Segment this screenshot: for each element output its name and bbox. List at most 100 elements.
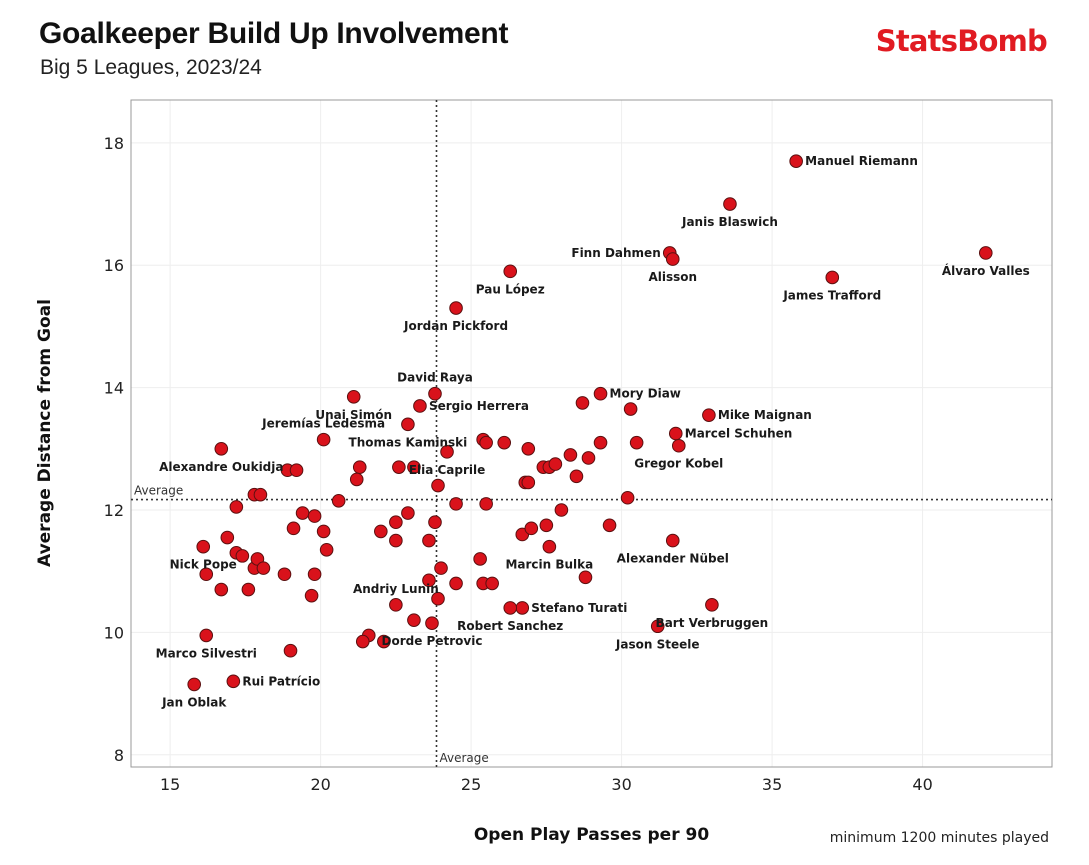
point-label: Janis Blaswich	[681, 215, 778, 229]
plot-frame	[130, 99, 1053, 768]
data-point	[377, 634, 391, 649]
data-point	[283, 643, 298, 658]
y-tick-label: 18	[104, 134, 124, 153]
point-label: Gregor Kobel	[634, 457, 723, 471]
data-point	[542, 539, 557, 554]
data-point	[671, 438, 686, 453]
data-point	[449, 576, 463, 591]
point-label: Dorde Petrovic	[382, 634, 483, 648]
x-average-label: Average	[439, 751, 488, 765]
data-point	[331, 494, 346, 508]
point-label: Pau López	[476, 282, 545, 296]
data-point	[629, 435, 644, 450]
data-point	[521, 441, 536, 456]
data-point	[241, 582, 256, 597]
data-point	[401, 417, 415, 432]
data-point	[220, 530, 235, 545]
point-label: Marcel Schuhen	[685, 427, 793, 441]
y-tick-label: 8	[114, 746, 124, 765]
data-point	[593, 435, 608, 450]
data-point	[479, 435, 493, 450]
data-point	[187, 677, 202, 692]
data-point	[307, 567, 322, 582]
data-point	[581, 451, 596, 465]
data-point	[422, 533, 436, 548]
point-label: Bart Verbruggen	[656, 616, 769, 630]
data-point	[668, 426, 683, 441]
point-label: Stefano Turati	[531, 601, 627, 615]
data-point	[449, 301, 463, 315]
data-point	[307, 509, 322, 523]
data-point	[650, 619, 665, 634]
data-point	[214, 441, 229, 456]
data-point	[392, 460, 406, 474]
plot-background	[131, 100, 1052, 767]
data-point	[479, 497, 493, 511]
y-tick-label: 14	[104, 379, 124, 398]
data-point	[304, 588, 319, 603]
data-point	[569, 469, 584, 484]
data-point	[229, 500, 244, 514]
statsbomb-logo: StatsBomb	[875, 24, 1048, 58]
point-label: Mory Diaw	[610, 387, 681, 401]
x-tick-label: 35	[762, 775, 782, 794]
point-label: Jeremías Ledesma	[261, 417, 385, 431]
data-point	[723, 197, 737, 211]
y-tick-label: 16	[104, 256, 124, 275]
point-label: Manuel Riemann	[805, 154, 918, 168]
data-point	[620, 490, 635, 505]
point-label: Sergio Herrera	[429, 399, 529, 413]
point-label: Nick Pope	[170, 558, 237, 572]
point-label: Elia Caprile	[409, 463, 485, 477]
data-point	[214, 582, 229, 597]
data-point	[389, 533, 403, 548]
x-tick-label: 30	[611, 775, 631, 794]
data-point	[503, 601, 518, 615]
data-point	[515, 601, 530, 615]
data-point	[199, 628, 214, 643]
data-point	[352, 460, 367, 474]
point-label: Jordan Pickford	[403, 319, 508, 333]
data-point	[431, 591, 445, 606]
data-point	[497, 435, 512, 450]
data-point	[425, 616, 439, 630]
data-point	[295, 506, 310, 520]
x-tick-label: 20	[310, 775, 330, 794]
data-point	[319, 542, 334, 557]
data-point	[539, 518, 554, 533]
data-point	[277, 567, 292, 582]
data-point	[485, 576, 499, 591]
data-point	[256, 561, 271, 575]
y-axis-label: Average Distance from Goal	[35, 299, 55, 567]
data-point	[389, 515, 403, 530]
data-point	[389, 598, 403, 612]
data-point	[434, 561, 448, 575]
y-tick-label: 12	[104, 501, 124, 520]
data-point	[346, 389, 361, 404]
y-tick-label: 10	[104, 623, 124, 642]
point-label: David Raya	[397, 371, 473, 385]
data-point	[978, 246, 993, 260]
point-label: Alisson	[648, 270, 697, 284]
data-point	[440, 445, 454, 459]
data-point	[316, 432, 331, 447]
data-point	[449, 497, 463, 511]
data-point	[235, 549, 250, 563]
data-point	[428, 515, 442, 530]
point-label: Álvaro Valles	[942, 263, 1030, 278]
point-label: Mike Maignan	[718, 408, 812, 422]
data-point	[413, 399, 427, 413]
data-point	[407, 613, 421, 627]
point-label: James Trafford	[782, 288, 881, 302]
point-label: Marco Silvestri	[156, 646, 257, 660]
data-point	[524, 521, 539, 536]
point-label: Unai Simón	[315, 408, 392, 422]
minimum-minutes-note: minimum 1200 minutes played	[829, 830, 1049, 846]
point-label: Rui Patrício	[242, 674, 320, 688]
data-point	[374, 524, 388, 539]
data-point	[548, 457, 563, 471]
x-tick-label: 40	[912, 775, 932, 794]
data-point	[503, 264, 518, 279]
data-point	[355, 634, 370, 649]
data-point	[665, 533, 680, 548]
